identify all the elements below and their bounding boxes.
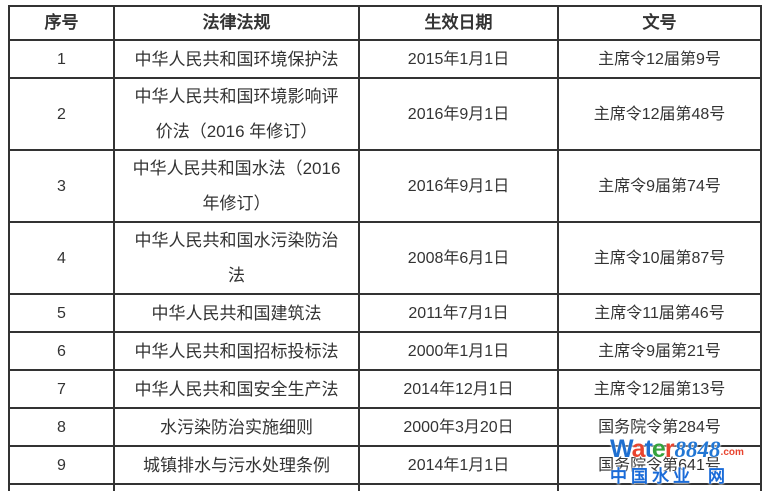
laws-table-partial <box>8 483 762 491</box>
cell-effective-date: 2000年1月1日 <box>358 331 559 371</box>
table-row: 2 中华人民共和国环境影响评 价法（2016 年修订） 2016年9月1日 主席… <box>8 77 762 151</box>
cell-doc-number: 主席令12届第48号 <box>557 77 762 151</box>
cell-law-name: 中华人民共和国环境影响评 价法（2016 年修订） <box>113 77 360 151</box>
cell-doc-number <box>557 483 762 491</box>
header-cell-law: 法律法规 <box>113 5 360 41</box>
table-row: 9 城镇排水与污水处理条例 2014年1月1日 国务院令第641号 <box>8 445 762 485</box>
cell-number: 8 <box>8 407 115 447</box>
cell-effective-date: 2015年1月1日 <box>358 39 559 79</box>
cell-law-name: 中华人民共和国招标投标法 <box>113 331 360 371</box>
cell-doc-number: 主席令12届第13号 <box>557 369 762 409</box>
table-row: 7 中华人民共和国安全生产法 2014年12月1日 主席令12届第13号 <box>8 369 762 409</box>
cell-doc-number: 主席令10届第87号 <box>557 221 762 295</box>
table-row: 4 中华人民共和国水污染防治 法 2008年6月1日 主席令10届第87号 <box>8 221 762 295</box>
cell-effective-date: 2014年1月1日 <box>358 445 559 485</box>
cell-doc-number: 主席令12届第9号 <box>557 39 762 79</box>
cell-law-name: 中华人民共和国安全生产法 <box>113 369 360 409</box>
cell-effective-date: 2016年9月1日 <box>358 149 559 223</box>
cell-effective-date: 2016年9月1日 <box>358 77 559 151</box>
cell-number: 7 <box>8 369 115 409</box>
cell-law-name: 水污染防治实施细则 <box>113 407 360 447</box>
cell-number: 6 <box>8 331 115 371</box>
cell-doc-number: 主席令9届第74号 <box>557 149 762 223</box>
laws-table-body: 1 中华人民共和国环境保护法 2015年1月1日 主席令12届第9号 2 中华人… <box>8 39 762 485</box>
cell-number: 3 <box>8 149 115 223</box>
cell-doc-number: 国务院令第284号 <box>557 407 762 447</box>
header-cell-date: 生效日期 <box>358 5 559 41</box>
header-row: 序号 法律法规 生效日期 文号 <box>8 5 762 41</box>
cell-law-name: 城镇排水与污水处理条例 <box>113 445 360 485</box>
laws-table: 序号 法律法规 生效日期 文号 1 中华人民共和国环境保护法 2015年1月1日… <box>8 5 762 491</box>
cell-doc-number: 主席令11届第46号 <box>557 293 762 333</box>
cell-law-name: 中华人民共和国水法（2016 年修订） <box>113 149 360 223</box>
header-cell-number: 序号 <box>8 5 115 41</box>
cell-effective-date: 2014年12月1日 <box>358 369 559 409</box>
table-row: 5 中华人民共和国建筑法 2011年7月1日 主席令11届第46号 <box>8 293 762 333</box>
cell-effective-date: 2008年6月1日 <box>358 221 559 295</box>
cell-law-name: 中华人民共和国水污染防治 法 <box>113 221 360 295</box>
cell-number: 4 <box>8 221 115 295</box>
table-row: 6 中华人民共和国招标投标法 2000年1月1日 主席令9届第21号 <box>8 331 762 371</box>
cell-doc-number: 主席令9届第21号 <box>557 331 762 371</box>
laws-table-header: 序号 法律法规 生效日期 文号 <box>8 5 762 41</box>
cell-law-name: 中华人民共和国环境保护法 <box>113 39 360 79</box>
cell-number <box>8 483 115 491</box>
cell-law-name <box>113 483 360 491</box>
cell-number: 5 <box>8 293 115 333</box>
cell-number: 2 <box>8 77 115 151</box>
cell-effective-date: 2011年7月1日 <box>358 293 559 333</box>
cell-doc-number: 国务院令第641号 <box>557 445 762 485</box>
cell-law-name: 中华人民共和国建筑法 <box>113 293 360 333</box>
table-row: 1 中华人民共和国环境保护法 2015年1月1日 主席令12届第9号 <box>8 39 762 79</box>
cell-effective-date: 2000年3月20日 <box>358 407 559 447</box>
cell-number: 9 <box>8 445 115 485</box>
table-row: 3 中华人民共和国水法（2016 年修订） 2016年9月1日 主席令9届第74… <box>8 149 762 223</box>
table-row: 8 水污染防治实施细则 2000年3月20日 国务院令第284号 <box>8 407 762 447</box>
cell-effective-date <box>358 483 559 491</box>
header-cell-doc: 文号 <box>557 5 762 41</box>
table-row-partial <box>8 483 762 491</box>
cell-number: 1 <box>8 39 115 79</box>
